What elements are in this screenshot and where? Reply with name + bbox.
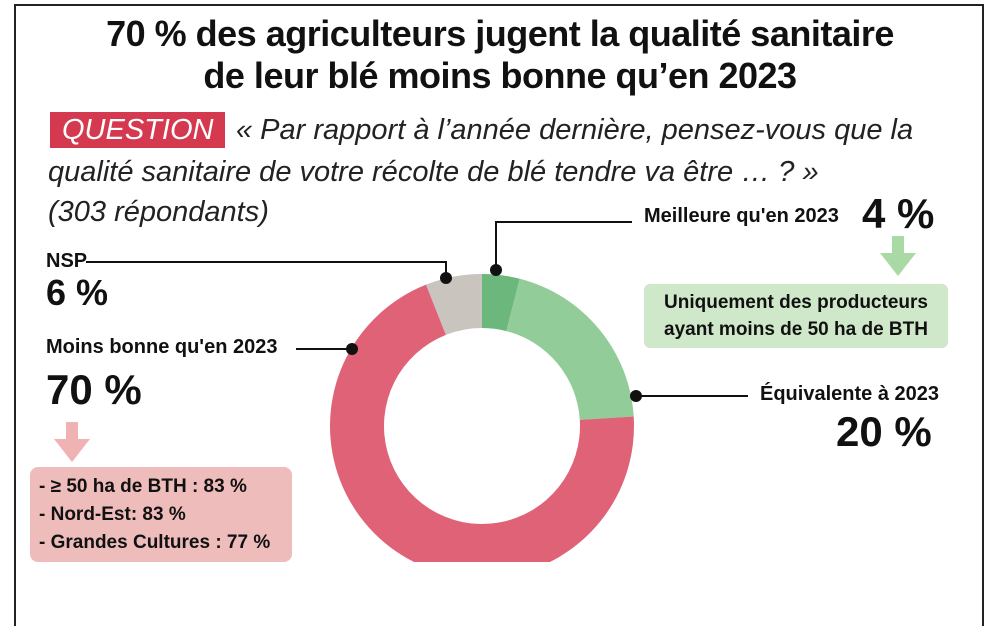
note-red-line1: - ≥ 50 ha de BTH : 83 % — [39, 476, 247, 497]
dot-nsp — [440, 272, 452, 284]
label-meilleure: Meilleure qu'en 2023 — [644, 205, 839, 227]
note-green-line1: Uniquement des producteurs — [664, 292, 928, 313]
question-tag: QUESTION — [50, 112, 226, 148]
note-breakdown: - ≥ 50 ha de BTH : 83 % - Nord-Est: 83 %… — [30, 467, 292, 562]
leader-nsp — [86, 261, 447, 278]
question-text-line1: « Par rapport à l’année dernière, pensez… — [236, 114, 914, 146]
dot-moins-bonne — [346, 343, 358, 355]
leader-meilleure — [495, 221, 632, 270]
infographic-frame — [14, 4, 984, 626]
donut-slices — [330, 274, 634, 562]
note-green-line2: ayant moins de 50 ha de BTH — [664, 319, 928, 340]
note-red-line2: - Nord-Est: 83 % — [39, 504, 186, 525]
slice-moins-bonne — [330, 284, 634, 562]
chart-title-line1: 70 % des agriculteurs jugent la qualité … — [106, 13, 894, 54]
dot-equivalente — [630, 390, 642, 402]
dot-meilleure — [490, 264, 502, 276]
value-equivalente: 20 % — [836, 408, 932, 455]
value-meilleure: 4 % — [862, 190, 935, 237]
value-moins-bonne: 70 % — [46, 366, 142, 413]
arrow-red — [54, 422, 90, 462]
note-red-line3: - Grandes Cultures : 77 % — [39, 532, 271, 553]
leader-dots — [346, 264, 642, 402]
arrow-green — [880, 236, 916, 276]
note-small-producers: Uniquement des producteurs ayant moins d… — [644, 284, 948, 348]
label-equivalente: Équivalente à 2023 — [760, 383, 939, 405]
label-moins-bonne: Moins bonne qu'en 2023 — [46, 336, 278, 358]
slice-nsp — [426, 274, 482, 335]
value-nsp: 6 % — [46, 272, 109, 313]
slice-equivalente — [506, 278, 634, 420]
respondents-count: (303 répondants) — [48, 196, 269, 228]
slice-meilleure — [482, 274, 520, 332]
label-nsp: NSP — [46, 250, 88, 272]
question-text-line2: qualité sanitaire de votre récolte de bl… — [48, 156, 819, 188]
donut-chart — [54, 221, 916, 562]
chart-title-line2: de leur blé moins bonne qu’en 2023 — [203, 55, 797, 96]
